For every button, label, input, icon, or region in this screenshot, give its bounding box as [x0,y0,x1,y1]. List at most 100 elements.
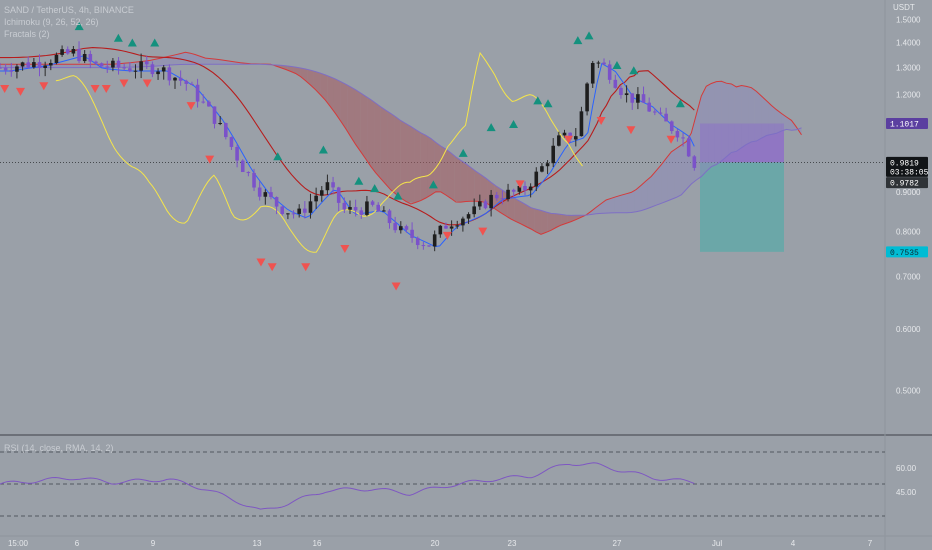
candle-body [274,197,279,207]
price-tick-label: 0.7000 [896,273,921,282]
cloud-segment [440,145,448,197]
fractal-up-marker [509,120,519,129]
cloud-segment [681,140,688,195]
candle-body [252,172,256,188]
cloud-segment [387,111,395,193]
cloud-segment [313,71,321,96]
candle-body [573,136,578,140]
time-tick-label: 13 [253,539,262,548]
fractal-down-marker [205,155,215,164]
candle-body [325,182,330,191]
cloud-segment [480,174,488,204]
candle-body [669,121,674,132]
candle-body [257,187,262,197]
candle-body [534,171,539,187]
fractal-down-marker [16,87,26,96]
time-tick-label: 20 [431,539,440,548]
time-tick-label: Jul [712,539,722,548]
ichimoku-indicator-label[interactable]: Ichimoku (9, 26, 52, 26) [4,17,99,27]
candle-body [382,210,386,212]
candle-body [478,201,482,207]
candle-body [511,189,516,192]
ichimoku-lines [0,47,695,253]
cloud-segment [627,190,635,213]
rsi-tick-label: 45.00 [896,488,917,497]
fractals-indicator-label[interactable]: Fractals (2) [4,29,50,39]
cloud-segment [347,85,355,143]
candle-body [49,62,53,66]
candle-body [489,194,493,209]
fractal-down-marker [90,85,100,94]
candle-body [336,187,341,203]
candle-body [88,54,93,62]
cloud-segment [561,214,568,226]
fractal-up-marker [318,145,328,154]
candle-body [348,207,352,210]
cloud-segment [554,213,562,229]
candle-body [636,94,640,103]
candle-body [393,223,397,231]
candle-body [455,225,460,227]
price-tick-label: 1.5000 [896,15,921,24]
time-tick-label: 4 [791,539,796,548]
candle-body [342,202,347,210]
candle-body [421,245,426,247]
candle-body [551,145,556,164]
fractal-down-marker [478,227,488,236]
cloud-segment [80,64,87,68]
symbol-title[interactable]: SAND / TetherUS, 4h, BINANCE [4,5,134,15]
fractal-up-marker [486,123,496,132]
price-tick-label: 0.9000 [896,188,921,197]
candle-body [449,226,454,229]
cloud-segment [120,62,127,68]
candle-body [506,189,510,200]
cloud-segment [340,81,348,132]
candle-body [387,210,392,224]
candle-body [432,234,437,247]
candle-body [218,123,222,125]
candle-body [32,62,36,68]
cloud-segment [567,215,575,223]
candle-body [438,225,443,235]
fractal-down-marker [142,79,152,88]
candle-body [105,66,110,68]
candle-body [291,213,296,215]
conversion-line [0,55,695,248]
cloud-segment [781,113,789,132]
candle-body [461,218,465,226]
candle-body [133,70,138,72]
cloud-segment [754,89,762,142]
candle-body [472,206,476,215]
candle-body [641,94,646,103]
cloud-segment [400,120,408,203]
candle-body [116,60,121,68]
candle-body [528,186,533,191]
candle-body [9,70,14,72]
fractal-up-marker [543,99,553,108]
candle-body [167,67,172,81]
fractal-up-marker [428,180,438,189]
candle-body [77,48,81,62]
fractal-up-marker [573,36,583,45]
cloud-segment [454,155,461,203]
candle-body [398,226,403,231]
time-tick-label: 6 [75,539,80,548]
candle-body [370,201,375,205]
cloud-segment [407,124,415,203]
candle-body [20,62,25,67]
fractal-up-marker [150,38,160,47]
rsi-indicator-label[interactable]: RSI (14, close, RMA, 14, 2) [4,443,114,453]
fractal-down-marker [0,85,10,94]
fractal-up-marker [533,96,543,105]
cloud-segment [534,208,542,235]
candle-body [444,225,448,229]
target-price-tag: 1.1017 [890,121,919,130]
cloud-segment [173,53,181,65]
fractal-up-marker [675,99,685,108]
cloud-segment [280,65,288,71]
fractal-up-marker [370,184,380,193]
cloud-segment [634,185,642,213]
cloud-segment [647,172,655,209]
fractal-down-marker [301,263,311,272]
